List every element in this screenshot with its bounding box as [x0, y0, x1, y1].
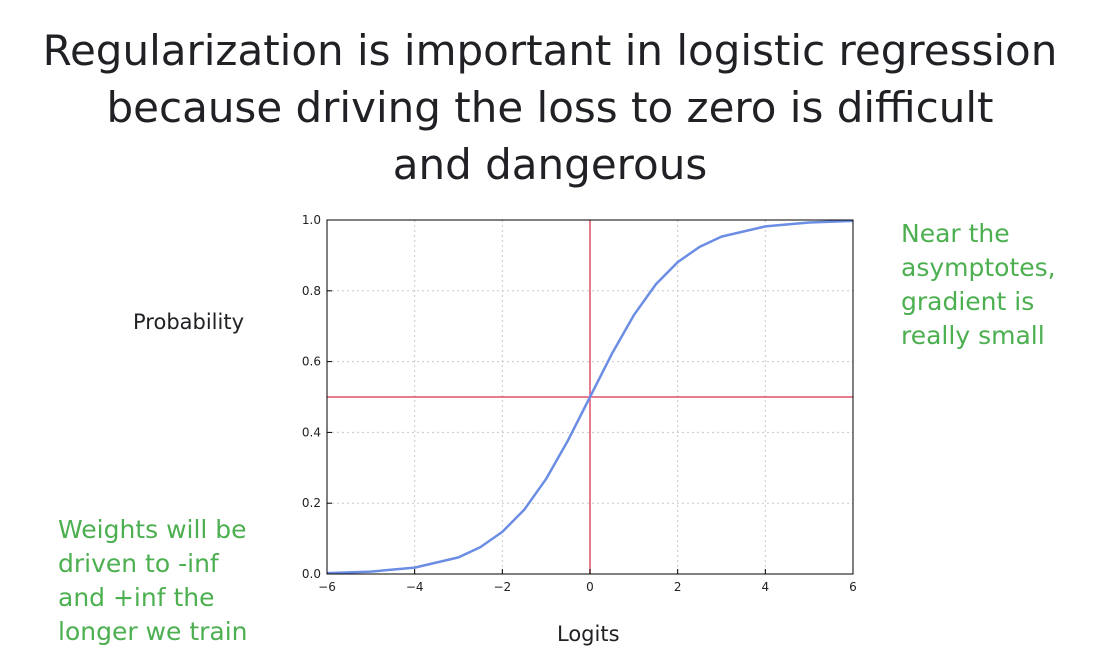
- weights-note-line-2: driven to -inf: [58, 549, 219, 578]
- x-tick-label: 6: [849, 580, 857, 594]
- y-tick-label: 1.0: [302, 213, 321, 227]
- title-line-2: because driving the loss to zero is diff…: [106, 83, 994, 132]
- series-layer: [326, 219, 854, 575]
- x-tick-label: 4: [762, 580, 770, 594]
- y-tick-label: 0.0: [302, 567, 321, 581]
- x-axis-label: Logits: [557, 622, 620, 646]
- x-tick-label: −2: [493, 580, 511, 594]
- weights-note-line-1: Weights will be: [58, 515, 247, 544]
- slide-title: Regularization is important in logistic …: [0, 22, 1100, 193]
- asymptote-note: Near the asymptotes, gradient is really …: [901, 217, 1056, 353]
- y-axis-label: Probability: [133, 310, 245, 334]
- title-line-3: and dangerous: [392, 140, 708, 189]
- sigmoid-curve: [326, 219, 854, 575]
- tick-layer: −6 −4 −2 0 2 4 6 0.0 0.2 0.4 0.6 0.8 1.0: [302, 213, 857, 594]
- x-tick-label: 0: [586, 580, 594, 594]
- asymptote-note-line-1: Near the: [901, 219, 1010, 248]
- y-tick-label: 0.2: [302, 496, 321, 510]
- weights-note: Weights will be driven to -inf and +inf …: [58, 513, 248, 649]
- asymptote-note-line-2: asymptotes,: [901, 253, 1056, 282]
- x-tick-label: 2: [674, 580, 682, 594]
- y-tick-label: 0.4: [302, 425, 321, 439]
- weights-note-line-3: and +inf the: [58, 583, 215, 612]
- asymptote-note-line-4: really small: [901, 321, 1045, 350]
- x-tick-label: −6: [318, 580, 336, 594]
- asymptote-note-line-3: gradient is: [901, 287, 1035, 316]
- y-tick-label: 0.8: [302, 284, 321, 298]
- y-tick-label: 0.6: [302, 355, 321, 369]
- weights-note-line-4: longer we train: [58, 617, 248, 646]
- title-line-1: Regularization is important in logistic …: [42, 26, 1058, 75]
- x-tick-label: −4: [406, 580, 424, 594]
